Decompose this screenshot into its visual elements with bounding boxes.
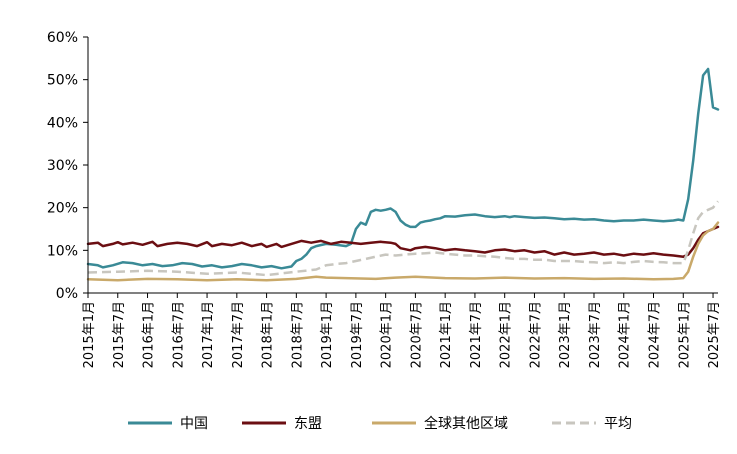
- legend: 中国 东盟 全球其他区域 平均: [128, 415, 632, 432]
- legend-label-0: 中国: [180, 416, 208, 432]
- y-tick-label: 20%: [47, 201, 78, 217]
- x-tick-label: 2023年7月: [588, 301, 603, 368]
- x-tick-label: 2017年7月: [231, 301, 246, 368]
- legend-label-2: 全球其他区域: [424, 415, 508, 432]
- x-tick-label: 2017年1月: [201, 301, 216, 368]
- y-tick-label: 30%: [47, 158, 78, 174]
- legend-label-3: 平均: [604, 416, 632, 432]
- y-tick-label: 50%: [47, 73, 78, 89]
- y-tick-label: 60%: [47, 30, 78, 46]
- x-tick-label: 2021年1月: [439, 301, 454, 368]
- y-tick-label: 0%: [56, 286, 78, 302]
- x-tick-label: 2022年1月: [499, 301, 514, 368]
- y-tick-label: 40%: [47, 115, 78, 131]
- x-tick-label: 2018年7月: [290, 301, 305, 368]
- x-tick-label: 2021年7月: [469, 301, 484, 368]
- y-tick-label: 10%: [47, 243, 78, 259]
- x-tick-label: 2023年1月: [558, 301, 573, 368]
- legend-label-1: 东盟: [294, 416, 322, 432]
- x-tick-label: 2024年1月: [618, 301, 633, 368]
- x-tick-label: 2015年1月: [82, 301, 97, 368]
- x-tick-label: 2025年1月: [677, 301, 692, 368]
- x-tick-label: 2020年7月: [409, 301, 424, 368]
- x-tick-label: 2015年7月: [112, 301, 127, 368]
- x-tick-label: 2022年7月: [528, 301, 543, 368]
- plot-area: [86, 67, 720, 282]
- series-line-2: [86, 221, 720, 282]
- series-line-1: [86, 225, 720, 258]
- x-tick-label: 2025年7月: [707, 301, 722, 368]
- series-line-0: [86, 67, 720, 270]
- x-tick-label: 2018年1月: [261, 301, 276, 368]
- axes: 0% 10% 20% 30% 40% 50% 60% 2015年1月 2015年7月 2016年1…: [47, 30, 722, 368]
- x-tick-label: 2020年1月: [380, 301, 395, 368]
- x-tick-label: 2019年1月: [320, 301, 335, 368]
- x-tick-label: 2016年7月: [171, 301, 186, 368]
- x-tick-label: 2019年7月: [350, 301, 365, 368]
- x-tick-label: 2024年7月: [648, 301, 663, 368]
- x-tick-label: 2016年1月: [142, 301, 157, 368]
- series-line-3: [87, 200, 719, 277]
